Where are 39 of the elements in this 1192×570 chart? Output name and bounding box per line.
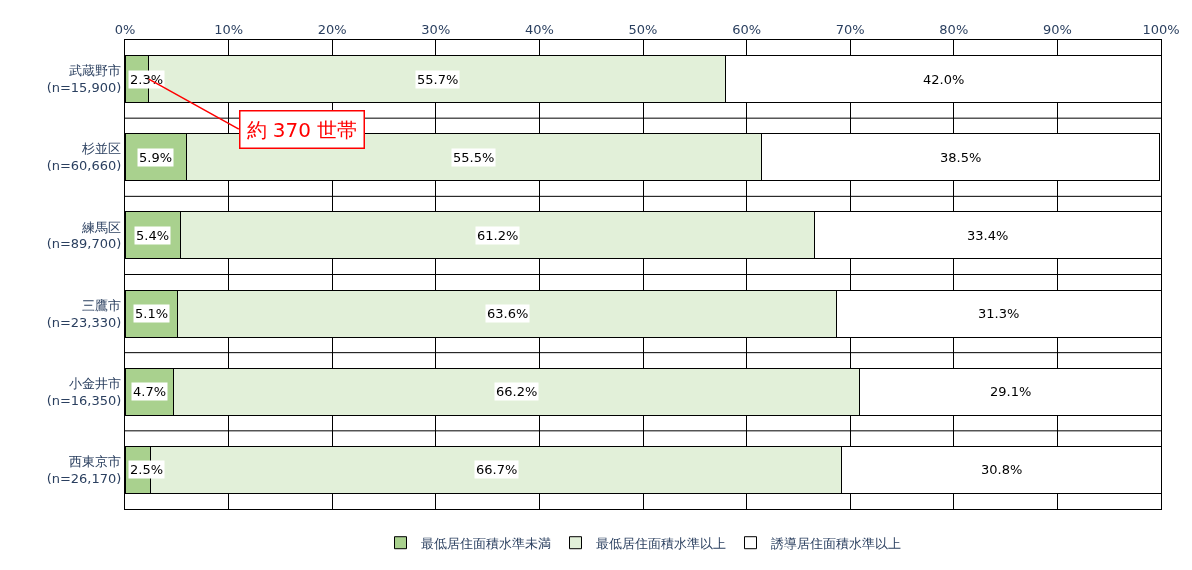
legend-label: 最低居住面積水準未満 (420, 535, 551, 551)
data-label: 42.0% (923, 72, 965, 87)
data-label: 31.3% (978, 306, 1020, 321)
data-label: 29.1% (990, 384, 1032, 399)
x-tick-label: 50% (628, 21, 658, 37)
x-tick-label: 0% (114, 21, 136, 37)
x-tick-label: 100% (1142, 21, 1180, 37)
data-label: 61.2% (477, 228, 519, 243)
data-label: 5.4% (136, 228, 170, 243)
y-tick-label: 杉並区 (n=60,660) (46, 141, 122, 174)
data-label: 55.7% (417, 72, 459, 87)
data-label: 5.9% (139, 150, 173, 165)
data-label: 4.7% (133, 384, 167, 399)
data-label: 66.2% (496, 384, 538, 399)
x-tick-label: 80% (939, 21, 969, 37)
x-tick-label: 60% (732, 21, 762, 37)
data-label: 33.4% (967, 228, 1009, 243)
data-label: 55.5% (453, 150, 495, 165)
data-label: 66.7% (476, 462, 518, 477)
x-tick-label: 70% (835, 21, 865, 37)
legend-label: 最低居住面積水準以上 (595, 535, 726, 551)
y-tick-label: 練馬区 (n=89,700) (46, 219, 122, 252)
x-tick-label: 20% (317, 21, 347, 37)
data-label: 30.8% (981, 462, 1023, 477)
y-tick-label: 武蔵野市 (n=15,900) (46, 63, 122, 96)
data-label: 5.1% (135, 306, 169, 321)
x-tick-label: 90% (1042, 21, 1072, 37)
data-label: 2.5% (130, 462, 164, 477)
x-tick-label: 40% (524, 21, 554, 37)
x-tick-label: 30% (421, 21, 451, 37)
data-label: 38.5% (940, 150, 982, 165)
y-tick-label: 西東京市 (n=26,170) (46, 454, 122, 486)
data-label: 2.3% (130, 72, 164, 87)
y-tick-label: 小金井市 (n=16,350) (46, 375, 122, 408)
legend-label: 誘導居住面積水準以上 (770, 535, 901, 551)
data-label: 63.6% (487, 306, 529, 321)
y-tick-label: 三鷹市 (n=23,330) (46, 297, 122, 330)
annotation: 約 370 世帯 (246, 117, 358, 142)
x-tick-label: 10% (214, 21, 244, 37)
